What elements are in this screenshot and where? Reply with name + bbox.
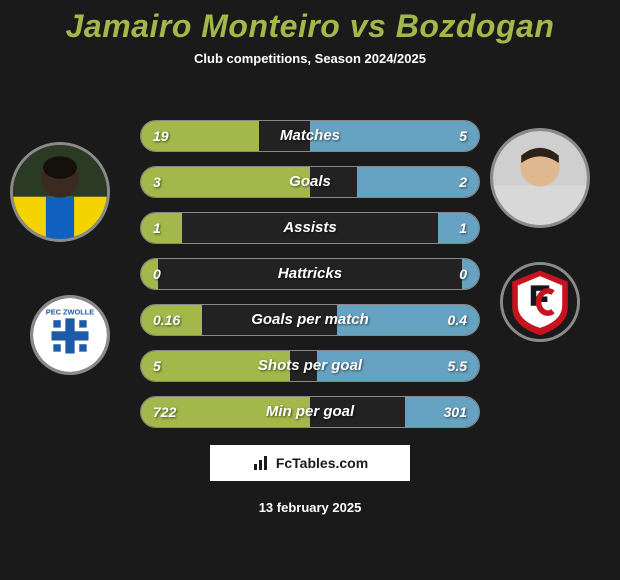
player-left-avatar bbox=[10, 142, 110, 242]
page-title: Jamairo Monteiro vs Bozdogan bbox=[0, 0, 620, 45]
stat-label: Shots per goal bbox=[141, 351, 479, 381]
player-right-club-badge bbox=[500, 262, 580, 342]
stat-label: Min per goal bbox=[141, 397, 479, 427]
stat-label: Matches bbox=[141, 121, 479, 151]
date-text: 13 february 2025 bbox=[0, 500, 620, 515]
stat-row: 00Hattricks bbox=[140, 258, 480, 290]
brand-footer: FcTables.com bbox=[210, 445, 410, 481]
subtitle: Club competitions, Season 2024/2025 bbox=[0, 51, 620, 66]
brand-text: FcTables.com bbox=[276, 455, 368, 471]
stat-label: Assists bbox=[141, 213, 479, 243]
stat-label: Goals per match bbox=[141, 305, 479, 335]
player-left-club-badge: PEC ZWOLLE bbox=[30, 295, 110, 375]
stat-row: 0.160.4Goals per match bbox=[140, 304, 480, 336]
comparison-bars: 195Matches 32Goals 11Assists 00Hattricks 0.1… bbox=[140, 120, 480, 442]
stat-row: 722301Min per goal bbox=[140, 396, 480, 428]
player-right-avatar bbox=[490, 128, 590, 228]
stat-row: 32Goals bbox=[140, 166, 480, 198]
svg-text:PEC ZWOLLE: PEC ZWOLLE bbox=[46, 308, 95, 317]
chart-icon bbox=[252, 454, 270, 472]
stat-label: Goals bbox=[141, 167, 479, 197]
stat-row: 195Matches bbox=[140, 120, 480, 152]
stat-label: Hattricks bbox=[141, 259, 479, 289]
stat-row: 11Assists bbox=[140, 212, 480, 244]
stat-row: 55.5Shots per goal bbox=[140, 350, 480, 382]
